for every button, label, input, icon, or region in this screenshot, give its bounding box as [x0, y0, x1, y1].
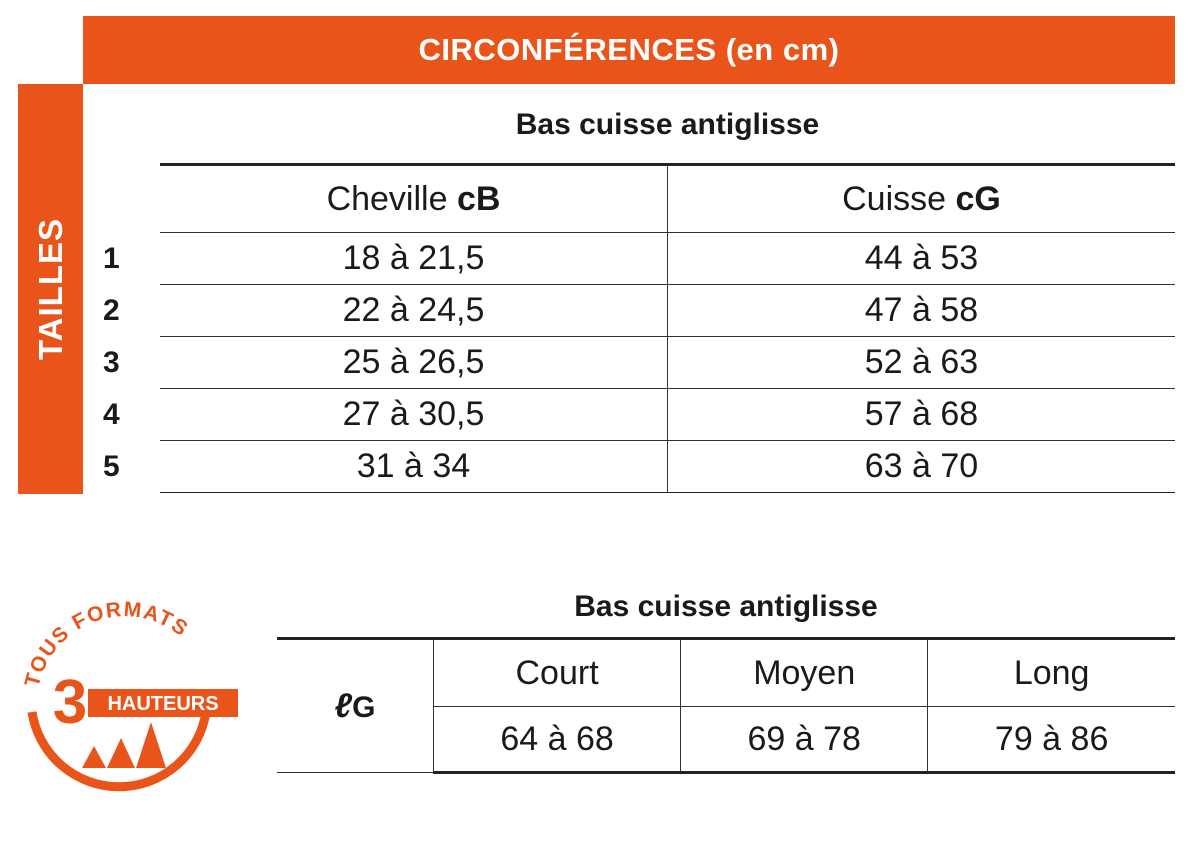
table-header-row: Cheville cB Cuisse cG	[160, 163, 1175, 233]
height-table: ℓG Court Moyen Long 64 à 68 69 à 78 79 à…	[277, 637, 1175, 774]
row-label-letter: G	[352, 690, 376, 724]
size-number: 5	[103, 450, 120, 483]
cheville-cell: 31 à 34	[160, 440, 668, 493]
row-label-script: ℓ	[334, 686, 353, 725]
cheville-cell: 22 à 24,5	[160, 284, 668, 337]
column-header-moyen: Moyen	[680, 637, 928, 707]
table-header-row: ℓG Court Moyen Long	[277, 637, 1175, 773]
column-header-cheville: Cheville cB	[160, 163, 668, 233]
table-row: 25 à 26,5 52 à 63	[160, 336, 1175, 389]
table-row: 31 à 34 63 à 70	[160, 440, 1175, 493]
column-label: Cuisse	[842, 179, 947, 218]
column-header-cuisse: Cuisse cG	[667, 163, 1175, 233]
table-row: 27 à 30,5 57 à 68	[160, 388, 1175, 441]
table-row: 64 à 68 69 à 78 79 à 86	[277, 706, 1175, 774]
height-row-label: ℓG	[277, 637, 434, 773]
table1-title: Bas cuisse antiglisse	[515, 108, 820, 141]
header-title: CIRCONFÉRENCES (en cm)	[418, 32, 840, 67]
cuisse-cell: 47 à 58	[667, 284, 1175, 337]
size-number: 4	[103, 398, 120, 431]
badge-label-bg	[88, 689, 238, 717]
cuisse-cell: 57 à 68	[667, 388, 1175, 441]
sizes-side-bar: TAILLES	[18, 84, 83, 494]
long-value: 79 à 86	[927, 706, 1175, 774]
table-row: 22 à 24,5 47 à 58	[160, 284, 1175, 337]
column-code: cB	[456, 179, 501, 218]
cheville-cell: 25 à 26,5	[160, 336, 668, 389]
cuisse-cell: 63 à 70	[667, 440, 1175, 493]
size-number: 1	[103, 242, 120, 275]
column-label: Cheville	[326, 179, 448, 218]
moyen-value: 69 à 78	[680, 706, 928, 774]
column-code: cG	[955, 179, 1001, 218]
table-row: 18 à 21,5 44 à 53	[160, 232, 1175, 285]
badge-number: 3	[53, 668, 87, 737]
column-header-court: Court	[432, 637, 681, 707]
size-number: 3	[103, 346, 120, 379]
badge-ring	[27, 711, 211, 792]
mountain-icon	[82, 722, 166, 768]
cuisse-cell: 52 à 63	[667, 336, 1175, 389]
three-heights-badge: TOUS FORMATS HAUTEURS 3	[21, 598, 238, 792]
table2-title: Bas cuisse antiglisse	[574, 590, 878, 623]
badge-label: HAUTEURS	[107, 693, 218, 715]
sizes-side-label: TAILLES	[31, 217, 69, 361]
cheville-cell: 27 à 30,5	[160, 388, 668, 441]
cheville-cell: 18 à 21,5	[160, 232, 668, 285]
badge-arc-text: TOUS FORMATS	[21, 598, 193, 689]
cuisse-cell: 44 à 53	[667, 232, 1175, 285]
circumference-table: Cheville cB Cuisse cG 18 à 21,5 44 à 53 …	[160, 163, 1175, 493]
header-bar: CIRCONFÉRENCES (en cm)	[83, 16, 1175, 84]
court-value: 64 à 68	[432, 706, 681, 774]
column-header-long: Long	[927, 637, 1175, 707]
size-number: 2	[103, 294, 120, 327]
